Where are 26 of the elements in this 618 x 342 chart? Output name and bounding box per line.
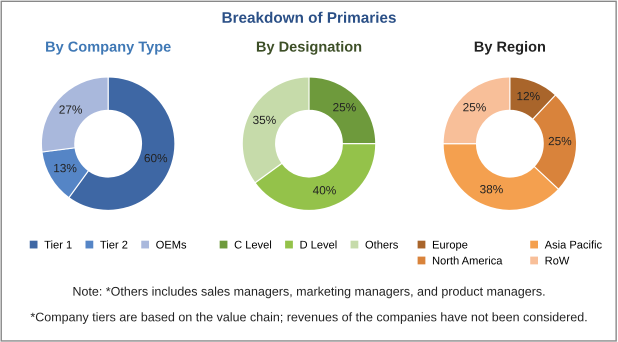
text: *Company tiers are based on the value chain; revenues of the companies have not been considered.: [30, 312, 587, 324]
chart-subtitle: By Region: [474, 41, 546, 55]
legend-label: Europe: [432, 240, 468, 251]
chart-subtitle: By Designation: [256, 41, 362, 55]
legend-label: Others: [366, 240, 398, 249]
data-label: 25%: [548, 136, 572, 146]
data-label: 38%: [480, 184, 503, 194]
data-label: 40%: [312, 186, 336, 194]
data-label: 35%: [253, 116, 276, 124]
legend-label: Tier 1: [44, 240, 72, 249]
chart-title: Breakdown of Primaries: [222, 12, 396, 23]
legend-label: Tier 2: [100, 240, 128, 249]
data-label: 13%: [54, 164, 76, 172]
legend-label: North America: [432, 256, 502, 264]
data-label: 25%: [463, 103, 486, 112]
data-label: 27%: [59, 105, 82, 114]
legend-label: D Level: [300, 240, 336, 249]
legend-label: OEMs: [156, 240, 186, 249]
data-label: 12%: [517, 92, 540, 100]
legend-label: C Level: [234, 240, 272, 249]
chart-subtitle: By Company Type: [46, 41, 171, 55]
legend-label: Asia Pacific: [544, 240, 602, 249]
data-label: 25%: [333, 103, 356, 112]
data-label: 60%: [144, 154, 168, 162]
text: Note: *Others includes sales managers, marketing managers, and product managers.: [73, 286, 544, 298]
legend-label: RoW: [546, 256, 570, 264]
